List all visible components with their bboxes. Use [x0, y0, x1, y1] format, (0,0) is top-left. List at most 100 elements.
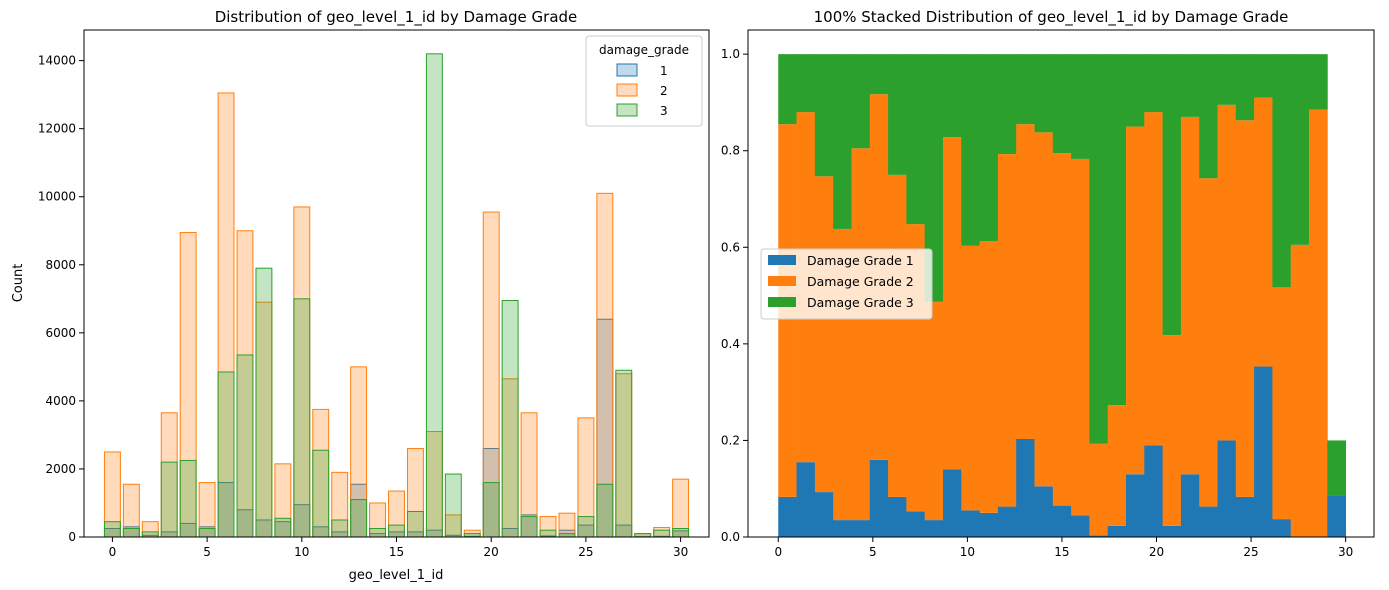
stacked-bar-segment-grade-2 — [814, 176, 834, 493]
chart1-x-axis-label: geo_level_1_id — [349, 568, 444, 583]
stacked-bar-segment-grade-2 — [851, 148, 871, 521]
chart1-legend-swatch-2 — [616, 83, 638, 97]
chart1-title: Distribution of geo_level_1_id by Damage… — [215, 8, 578, 27]
chart2-legend-label-grade-3: Damage Grade 3 — [807, 295, 914, 310]
stacked-bar-segment-grade-3 — [906, 54, 926, 225]
chart1-legend-title: damage_grade — [599, 43, 689, 57]
stacked-bar-segment-grade-1 — [1235, 496, 1255, 537]
stacked-bar-segment-grade-1 — [1327, 495, 1347, 537]
stacked-bar-segment-grade-3 — [961, 54, 980, 246]
histogram-bar-grade-3 — [539, 529, 557, 538]
stacked-bar-segment-grade-2 — [1162, 335, 1182, 526]
chart2-y-tick-label: 1.0 — [721, 47, 740, 61]
chart1-legend-swatch-3 — [616, 103, 638, 117]
chart1-x-tick-label: 0 — [109, 545, 117, 559]
chart1-legend-label-1: 1 — [660, 64, 668, 78]
histogram-bar-grade-3 — [369, 527, 387, 538]
histogram-bar-grade-3 — [198, 527, 216, 538]
chart1-y-tick-label: 4000 — [45, 394, 76, 408]
histogram-bar-grade-3 — [577, 516, 595, 538]
stacked-bar-segment-grade-3 — [979, 54, 999, 242]
histogram-bar-grade-3 — [255, 267, 273, 538]
stacked-bar-segment-grade-3 — [1272, 54, 1292, 288]
stacked-bar-segment-grade-3 — [1107, 54, 1127, 406]
stacked-bar-segment-grade-3 — [1126, 54, 1145, 127]
stacked-bar-segment-grade-3 — [869, 54, 889, 95]
chart2-x-tick-label: 10 — [960, 545, 975, 559]
chart1-y-tick-label: 2000 — [45, 462, 76, 476]
stacked-bar-segment-grade-3 — [1089, 54, 1109, 444]
stacked-bar-segment-grade-2 — [924, 301, 944, 521]
chart2-y-tick-label: 0.6 — [721, 240, 740, 254]
stacked-bar-segment-grade-3 — [796, 54, 816, 113]
stacked-bar-segment-grade-1 — [1071, 515, 1090, 537]
stacked-bar-segment-grade-3 — [1199, 54, 1218, 179]
stacked-bar-segment-grade-1 — [778, 496, 797, 537]
stacked-bar-segment-grade-1 — [1107, 525, 1127, 537]
chart1-y-tick-label: 6000 — [45, 326, 76, 340]
stacked-bar-segment-grade-3 — [851, 54, 871, 149]
stacked-bar-segment-grade-1 — [1144, 445, 1164, 537]
chart2-x-tick-label: 15 — [1054, 545, 1069, 559]
histogram-bar-grade-3 — [331, 519, 349, 538]
histogram-bar-grade-3 — [388, 524, 405, 538]
stacked-bar-segment-grade-2 — [1016, 124, 1035, 439]
chart1-y-tick-label: 0 — [68, 530, 76, 544]
stacked-bar-segment-grade-3 — [1162, 54, 1182, 336]
histogram-bar-grade-3 — [444, 473, 462, 538]
stacked-bar-segment-grade-1 — [979, 512, 999, 537]
histogram-chart: Distribution of geo_level_1_id by Damage… — [11, 8, 710, 583]
stacked-bar-segment-grade-2 — [1034, 132, 1054, 487]
stacked-bar-segment-grade-1 — [1162, 525, 1182, 537]
chart1-y-axis-label: Count — [11, 264, 26, 303]
stacked-bar-segment-grade-3 — [1254, 54, 1273, 98]
histogram-bar-grade-3 — [274, 517, 292, 538]
chart2-x-axis: 0 5 10 15 20 25 30 — [774, 537, 1353, 559]
chart1-legend-box — [585, 35, 703, 127]
stacked-bar-segment-grade-2 — [1199, 178, 1218, 507]
stacked-bar-segment-grade-1 — [869, 459, 889, 537]
stacked-bar-segment-grade-2 — [1309, 109, 1328, 538]
chart2-legend-swatch-grade-3 — [768, 297, 796, 307]
chart1-bars — [103, 53, 690, 538]
chart2-x-tick-label: 5 — [869, 545, 877, 559]
chart1-x-tick-label: 10 — [294, 545, 309, 559]
stacked-bar-segment-grade-2 — [1052, 153, 1072, 506]
chart1-legend-label-2: 2 — [660, 84, 668, 98]
stacked-bar-segment-grade-1 — [796, 462, 816, 537]
stacked-bar-segment-grade-2 — [888, 174, 907, 497]
histogram-bar-grade-3 — [293, 298, 311, 538]
stacked-bar-segment-grade-2 — [1180, 116, 1200, 475]
stacked-chart: 100% Stacked Distribution of geo_level_1… — [721, 8, 1375, 559]
stacked-bar-segment-grade-3 — [1034, 54, 1054, 133]
chart1-y-tick-label: 14000 — [38, 54, 76, 68]
stacked-bar-segment-grade-1 — [1199, 506, 1218, 537]
stacked-bar-segment-grade-2 — [1144, 112, 1164, 446]
chart2-title: 100% Stacked Distribution of geo_level_1… — [814, 8, 1289, 27]
stacked-bar-segment-grade-3 — [1327, 440, 1347, 496]
stacked-bar-segment-grade-3 — [942, 54, 962, 138]
histogram-bar-grade-3 — [236, 354, 254, 538]
stacked-bar-segment-grade-3 — [1290, 54, 1310, 245]
stacked-bar-segment-grade-3 — [1217, 54, 1237, 105]
stacked-bar-segment-grade-2 — [997, 154, 1017, 507]
stacked-bar-segment-grade-3 — [997, 54, 1017, 155]
stacked-bar-segment-grade-2 — [961, 245, 980, 511]
stacked-bar-segment-grade-3 — [1180, 54, 1200, 117]
chart1-y-tick-label: 8000 — [45, 258, 76, 272]
stacked-bar-segment-grade-1 — [1016, 438, 1035, 537]
stacked-bar-segment-grade-1 — [942, 469, 962, 537]
chart1-legend-label-3: 3 — [660, 104, 668, 118]
stacked-bar-segment-grade-1 — [997, 506, 1017, 537]
chart2-y-tick-label: 0.4 — [721, 337, 740, 351]
chart2-legend: Damage Grade 1 Damage Grade 2 Damage Grade… — [760, 248, 933, 320]
stacked-bar-segment-grade-1 — [1217, 440, 1237, 537]
histogram-bar-grade-3 — [406, 510, 424, 538]
stacked-bar-segment-grade-3 — [924, 54, 944, 302]
stacked-bar-segment-grade-2 — [1089, 443, 1109, 536]
stacked-bar-segment-grade-1 — [1180, 474, 1200, 537]
stacked-bar-segment-grade-2 — [1107, 405, 1127, 526]
histogram-bar-grade-3 — [653, 529, 671, 538]
stacked-bar-segment-grade-3 — [1235, 54, 1255, 121]
